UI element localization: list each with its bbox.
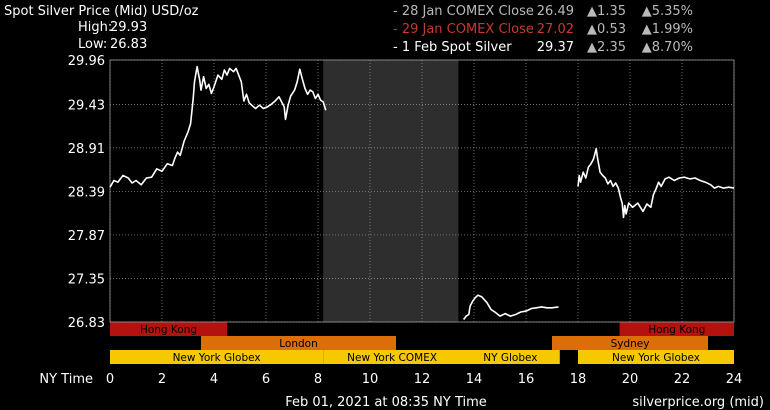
chart-title: Spot Silver Price (Mid) USD/oz xyxy=(4,4,199,19)
session-label: Hong Kong xyxy=(648,324,705,336)
session-label: Sydney xyxy=(611,338,650,350)
legend-price: 29.37 xyxy=(537,40,574,55)
legend-price: 26.49 xyxy=(537,4,574,19)
y-tick-label: 29.96 xyxy=(68,54,105,69)
session-bar xyxy=(110,350,324,364)
legend-percent: ▲5.35% xyxy=(642,4,693,19)
x-tick-label: 4 xyxy=(210,372,218,387)
low-value: 26.83 xyxy=(110,37,147,52)
session-label: London xyxy=(279,338,318,350)
price-line-segment xyxy=(577,147,735,219)
high-label: High: xyxy=(78,20,112,35)
legend-label: - 29 Jan COMEX Close xyxy=(393,22,534,37)
session-bar xyxy=(552,336,708,350)
legend-change: ▲1.35 xyxy=(587,4,626,19)
legend-percent: ▲1.99% xyxy=(642,22,693,37)
x-tick-label: 16 xyxy=(518,372,535,387)
session-label: New York COMEX xyxy=(347,352,437,364)
x-tick-label: 20 xyxy=(622,372,639,387)
legend-label: - 28 Jan COMEX Close xyxy=(393,4,534,19)
price-line-segment xyxy=(109,65,327,188)
session-label: NY Globex xyxy=(483,352,537,364)
x-tick-label: 2 xyxy=(158,372,166,387)
legend: - 28 Jan COMEX Close 26.49 ▲1.35 ▲5.35% - 29… xyxy=(393,4,693,55)
plot-frame xyxy=(109,59,735,323)
session-bar xyxy=(619,322,734,336)
session-label: New York Globex xyxy=(612,352,700,364)
x-tick-label: 12 xyxy=(414,372,431,387)
y-tick-label: 27.35 xyxy=(68,272,105,287)
x-axis-label: NY Time xyxy=(39,372,93,387)
legend-change: ▲2.35 xyxy=(587,40,626,55)
x-tick-label: 0 xyxy=(106,372,114,387)
x-tick-label: 6 xyxy=(262,372,270,387)
y-tick-label: 27.87 xyxy=(68,229,105,244)
session-label: New York Globex xyxy=(173,352,261,364)
high-value: 29.93 xyxy=(110,20,147,35)
legend-price: 27.02 xyxy=(537,22,574,37)
session-bar xyxy=(110,322,227,336)
source-credit: silverprice.org (mid) xyxy=(632,395,764,410)
y-tick-label: 28.39 xyxy=(68,185,105,200)
session-bar xyxy=(323,350,461,364)
legend-percent: ▲8.70% xyxy=(642,40,693,55)
legend-label: - 1 Feb Spot Silver xyxy=(393,40,512,55)
session-label: Hong Kong xyxy=(140,324,197,336)
session-bar xyxy=(201,336,396,350)
session-bar xyxy=(578,350,734,364)
x-tick-label: 8 xyxy=(314,372,322,387)
y-tick-label: 28.91 xyxy=(68,142,105,157)
market-closed-band xyxy=(323,60,459,322)
price-line-segment xyxy=(462,294,559,320)
x-tick-label: 24 xyxy=(726,372,743,387)
low-label: Low: xyxy=(78,37,107,52)
x-tick-label: 22 xyxy=(674,372,691,387)
x-tick-label: 18 xyxy=(570,372,587,387)
y-tick-label: 29.43 xyxy=(68,98,105,113)
x-tick-label: 10 xyxy=(362,372,379,387)
timestamp: Feb 01, 2021 at 08:35 NY Time xyxy=(285,395,487,410)
legend-change: ▲0.53 xyxy=(587,22,626,37)
session-bar xyxy=(461,350,560,364)
x-tick-label: 14 xyxy=(466,372,483,387)
y-tick-label: 26.83 xyxy=(68,316,105,331)
